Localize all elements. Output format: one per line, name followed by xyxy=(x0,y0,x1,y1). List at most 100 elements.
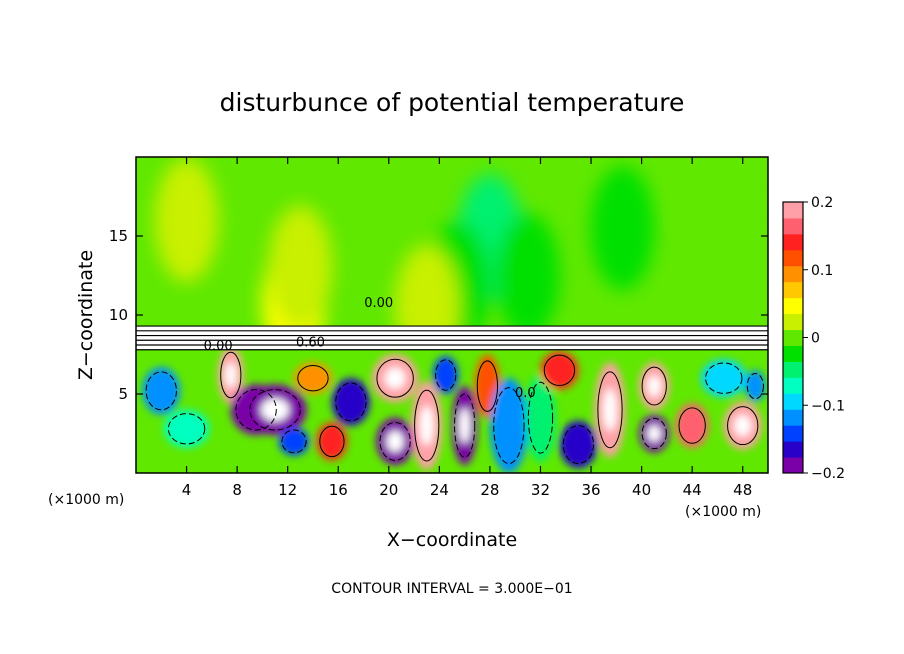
x-unit-right: (×1000 m) xyxy=(685,504,761,520)
lower-cell-core-4 xyxy=(260,398,290,422)
x-tick-label: 24 xyxy=(430,481,449,499)
x-axis-label: X−coordinate xyxy=(387,529,517,551)
colorbar-swatch xyxy=(783,457,803,474)
colorbar-swatch xyxy=(783,233,803,251)
contour-label: 0.0 xyxy=(515,386,536,401)
lower-cell-19 xyxy=(559,420,598,469)
contour-line-21 xyxy=(641,417,667,450)
lower-cell-core-13 xyxy=(458,407,471,444)
lower-cell-12 xyxy=(433,356,459,394)
x-tick-label: 28 xyxy=(480,481,499,499)
colorbar-swatch xyxy=(783,345,803,362)
contour-line-13 xyxy=(454,393,476,458)
colorbar-swatch xyxy=(783,217,803,235)
lower-cell-16 xyxy=(525,373,556,462)
colorbar-swatch xyxy=(783,441,803,458)
colorbar-swatch xyxy=(783,409,803,426)
x-tick-label: 44 xyxy=(683,481,702,499)
lower-cell-core-11 xyxy=(419,405,434,446)
contour-line-1 xyxy=(167,413,206,445)
lower-cell-17 xyxy=(540,351,579,390)
colorbar-swatch xyxy=(783,361,803,378)
contour-line-14 xyxy=(476,360,499,412)
lower-cell-0 xyxy=(142,367,181,415)
lower-cell-23 xyxy=(701,359,747,398)
colorbar-swatch xyxy=(783,425,803,442)
colorbar-tick-label: 0 xyxy=(811,331,820,347)
lower-cell-core-18 xyxy=(603,388,617,432)
lower-cell-6 xyxy=(294,362,332,395)
x-tick-label: 36 xyxy=(581,481,600,499)
upper-anomaly-3 xyxy=(590,166,655,291)
x-tick-label: 48 xyxy=(733,481,752,499)
contour-line-0 xyxy=(145,371,177,411)
contour-line-9 xyxy=(376,358,414,398)
contour-line-4 xyxy=(249,389,301,431)
lower-cell-7 xyxy=(316,422,348,461)
lower-cell-8 xyxy=(331,378,370,426)
contour-line-25 xyxy=(746,372,764,400)
colorbar-tick-label: −0.2 xyxy=(811,466,845,482)
contour-line-16 xyxy=(527,381,554,454)
contour-line-17 xyxy=(543,354,576,386)
plot-area xyxy=(136,157,768,473)
lower-cell-core-2 xyxy=(225,362,237,388)
lower-cell-15 xyxy=(489,378,528,473)
lower-cell-1 xyxy=(163,409,210,448)
x-tick-label: 16 xyxy=(329,481,348,499)
colorbar-swatch xyxy=(783,377,803,394)
contour-line-23 xyxy=(705,362,743,394)
contour-line-8 xyxy=(335,382,367,422)
contour-line-12 xyxy=(435,359,457,391)
contour-line-3 xyxy=(235,389,277,431)
lower-cell-core-10 xyxy=(386,430,404,453)
lower-cell-core-9 xyxy=(384,367,406,389)
y-tick-label: 10 xyxy=(109,306,128,324)
lower-cell-core-24 xyxy=(734,414,752,437)
contour-line-20 xyxy=(641,366,667,406)
y-tick-label: 15 xyxy=(109,227,128,245)
colorbar-tick-label: 0.1 xyxy=(811,263,833,279)
colorbar-swatch xyxy=(783,265,803,283)
colorbar-tick-label: −0.1 xyxy=(811,398,845,414)
x-tick-label: 20 xyxy=(379,481,398,499)
contour-line-5 xyxy=(281,429,307,454)
colorbar-swatch xyxy=(783,202,803,219)
contour-line-7 xyxy=(319,425,345,458)
contour-line-11 xyxy=(414,389,440,462)
contour-line-24 xyxy=(727,406,759,446)
lower-cell-22 xyxy=(675,403,709,448)
contour-line-19 xyxy=(562,425,595,465)
contour-line-15 xyxy=(493,387,525,465)
contour-interval-note: CONTOUR INTERVAL = 3.000E−01 xyxy=(331,581,572,597)
upper-anomaly-7 xyxy=(679,157,744,267)
inversion-band xyxy=(136,326,768,350)
contour-line-22 xyxy=(678,407,706,444)
contour-line-18 xyxy=(597,371,623,449)
chart-title: disturbunce of potential temperature xyxy=(220,88,685,117)
contour-line-2 xyxy=(220,351,242,399)
x-tick-label: 8 xyxy=(232,481,242,499)
colorbar-tick-label: 0.2 xyxy=(811,195,833,211)
lower-cell-5 xyxy=(278,427,310,456)
colorbar-swatch xyxy=(783,313,803,331)
contour-line-10 xyxy=(379,421,411,461)
x-tick-label: 4 xyxy=(182,481,192,499)
y-axis-label: Z−coordinate xyxy=(75,250,97,380)
colorbar-swatch xyxy=(783,249,803,267)
lower-cell-core-20 xyxy=(647,375,662,397)
colorbar-swatch xyxy=(783,281,803,299)
upper-anomaly-5 xyxy=(268,205,333,330)
x-tick-label: 40 xyxy=(632,481,651,499)
colorbar-swatch xyxy=(783,393,803,410)
lower-cell-25 xyxy=(745,370,766,402)
contour-label: 0.60 xyxy=(296,336,325,351)
contour-label: 0.00 xyxy=(364,296,393,311)
x-tick-label: 32 xyxy=(531,481,550,499)
contour-line-6 xyxy=(297,365,329,392)
upper-anomaly-8 xyxy=(154,158,219,283)
contour-label: 0.00 xyxy=(204,339,233,354)
x-unit-left: (×1000 m) xyxy=(48,492,124,508)
lower-cell-core-21 xyxy=(647,424,662,443)
